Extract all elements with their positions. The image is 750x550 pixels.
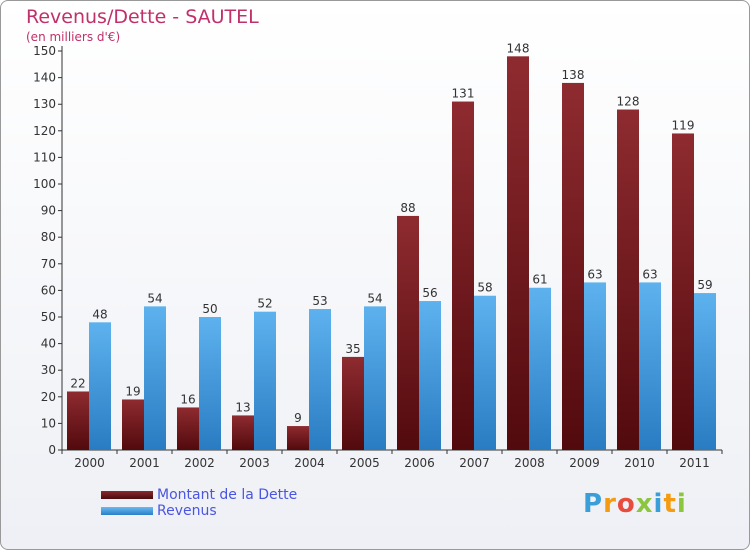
x-tick-label: 2010 (624, 456, 655, 470)
data-label-dette: 88 (400, 201, 415, 215)
data-label-dette: 138 (562, 68, 585, 82)
data-label-dette: 119 (672, 118, 695, 132)
bar-revenus (89, 322, 111, 450)
data-label-dette: 19 (125, 384, 140, 398)
y-tick-label: 10 (41, 416, 56, 430)
bar-revenus (144, 306, 166, 450)
y-tick-label: 80 (41, 230, 56, 244)
x-tick-label: 2005 (349, 456, 380, 470)
bar-dette (232, 415, 254, 450)
data-label-revenus: 48 (92, 307, 107, 321)
legend-swatch-revenus (101, 507, 153, 515)
bar-dette (122, 399, 144, 450)
bar-dette (562, 82, 584, 451)
legend-swatch-dette (101, 491, 153, 499)
bar-dette (397, 215, 419, 450)
y-tick-label: 60 (41, 283, 56, 297)
legend-label-dette: Montant de la Dette (157, 487, 298, 503)
bar-dette (342, 356, 364, 450)
x-tick-label: 2008 (514, 456, 545, 470)
x-tick-label: 2002 (184, 456, 215, 470)
y-tick-label: 90 (41, 204, 56, 218)
x-tick-label: 2001 (129, 456, 160, 470)
chart-subtitle: (en milliers d'€) (26, 30, 121, 44)
bar-revenus (639, 282, 661, 450)
data-label-revenus: 63 (587, 267, 602, 281)
data-label-revenus: 59 (697, 278, 712, 292)
data-label-revenus: 52 (257, 297, 272, 311)
proxiti-logo: Proxiti (583, 489, 687, 519)
bar-dette (452, 101, 474, 450)
bar-revenus (584, 282, 606, 450)
x-tick-label: 2000 (74, 456, 105, 470)
x-tick-label: 2011 (679, 456, 710, 470)
bar-revenus (529, 287, 551, 450)
data-label-dette: 131 (452, 87, 475, 101)
data-label-revenus: 50 (202, 302, 217, 316)
bar-revenus (364, 306, 386, 450)
bar-revenus (254, 311, 276, 450)
bar-revenus (419, 301, 441, 450)
y-tick-label: 40 (41, 337, 56, 351)
y-tick-label: 110 (33, 150, 56, 164)
y-tick-label: 100 (33, 177, 56, 191)
data-label-revenus: 61 (532, 273, 547, 287)
y-tick-label: 20 (41, 390, 56, 404)
bar-revenus (474, 295, 496, 450)
y-tick-label: 130 (33, 97, 56, 111)
data-label-revenus: 53 (312, 294, 327, 308)
chart-title: Revenus/Dette - SAUTEL (26, 6, 259, 28)
bar-dette (177, 407, 199, 450)
y-tick-label: 120 (33, 124, 56, 138)
x-tick-label: 2007 (459, 456, 490, 470)
bar-dette (287, 426, 309, 450)
y-tick-label: 50 (41, 310, 56, 324)
y-tick-label: 30 (41, 363, 56, 377)
bar-dette (672, 133, 694, 450)
x-tick-label: 2009 (569, 456, 600, 470)
bar-revenus (309, 309, 331, 450)
y-tick-label: 140 (33, 71, 56, 85)
data-label-dette: 13 (235, 400, 250, 414)
x-tick-label: 2004 (294, 456, 325, 470)
x-tick-label: 2006 (404, 456, 435, 470)
x-tick-label: 2003 (239, 456, 270, 470)
bar-dette (67, 391, 89, 450)
data-label-revenus: 56 (422, 286, 437, 300)
data-label-revenus: 54 (367, 291, 382, 305)
legend-item-revenus: Revenus (101, 503, 297, 519)
legend: Montant de la Dette Revenus (101, 487, 297, 519)
bar-dette (507, 56, 529, 450)
data-label-dette: 9 (294, 411, 302, 425)
data-label-dette: 35 (345, 342, 360, 356)
bar-revenus (199, 317, 221, 450)
data-label-dette: 22 (70, 376, 85, 390)
bar-dette (617, 109, 639, 451)
legend-label-revenus: Revenus (157, 503, 217, 519)
data-label-dette: 148 (507, 41, 530, 55)
y-tick-label: 70 (41, 257, 56, 271)
y-tick-label: 150 (33, 44, 56, 58)
data-label-revenus: 63 (642, 267, 657, 281)
data-label-dette: 16 (180, 392, 195, 406)
y-tick-label: 0 (48, 443, 56, 457)
data-label-revenus: 54 (147, 291, 162, 305)
data-label-revenus: 58 (477, 281, 492, 295)
data-label-dette: 128 (617, 95, 640, 109)
bar-revenus (694, 293, 716, 450)
legend-item-dette: Montant de la Dette (101, 487, 297, 503)
